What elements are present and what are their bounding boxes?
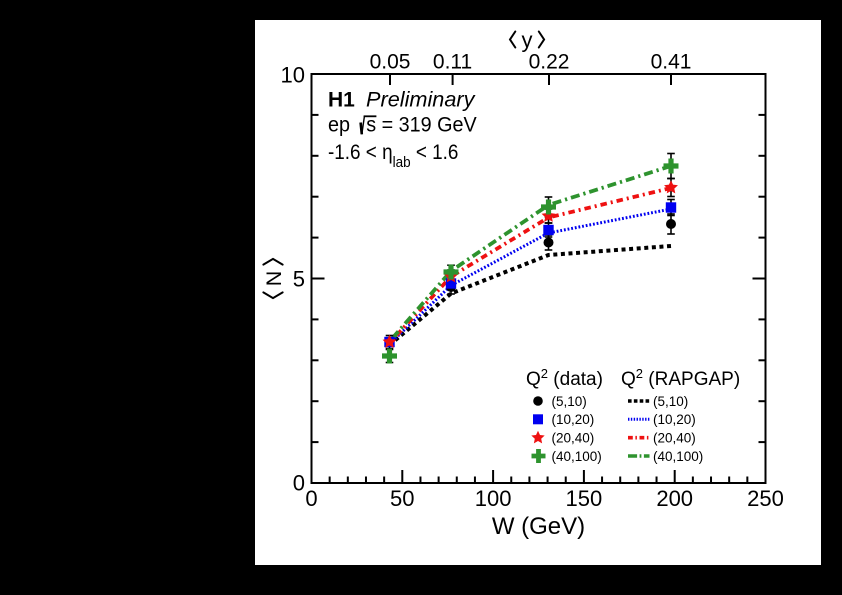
svg-text:5: 5 (293, 267, 305, 292)
svg-text:0.41: 0.41 (651, 51, 692, 74)
svg-text:250: 250 (747, 486, 784, 511)
svg-text:(20,40): (20,40) (653, 431, 696, 446)
svg-text:ep: ep (328, 114, 350, 137)
svg-text:0.05: 0.05 (370, 51, 411, 74)
svg-text:(40,100): (40,100) (552, 449, 602, 464)
svg-text:N: N (262, 271, 286, 287)
svg-text:(10,20): (10,20) (552, 412, 595, 427)
svg-text:0: 0 (293, 470, 305, 495)
svg-text:10: 10 (281, 62, 305, 87)
svg-text:y: y (522, 28, 533, 53)
svg-text:(5,10): (5,10) (653, 394, 688, 409)
svg-text:0: 0 (305, 486, 317, 511)
svg-text:(10,20): (10,20) (653, 412, 696, 427)
svg-text:H1: H1 (328, 89, 355, 112)
svg-text:(20,40): (20,40) (552, 431, 595, 446)
svg-text:s = 319 GeV: s = 319 GeV (366, 114, 477, 137)
svg-text:50: 50 (390, 486, 414, 511)
svg-text:(40,100): (40,100) (653, 449, 703, 464)
svg-text:100: 100 (475, 486, 512, 511)
svg-text:200: 200 (656, 486, 693, 511)
svg-text:W (GeV): W (GeV) (492, 513, 585, 540)
svg-text:(5,10): (5,10) (552, 394, 587, 409)
svg-text:0.11: 0.11 (433, 51, 472, 74)
svg-text:Preliminary: Preliminary (366, 87, 476, 112)
svg-text:Q2 (data): Q2 (data) (526, 366, 603, 390)
svg-text:0.22: 0.22 (529, 51, 570, 74)
svg-text:150: 150 (566, 486, 603, 511)
